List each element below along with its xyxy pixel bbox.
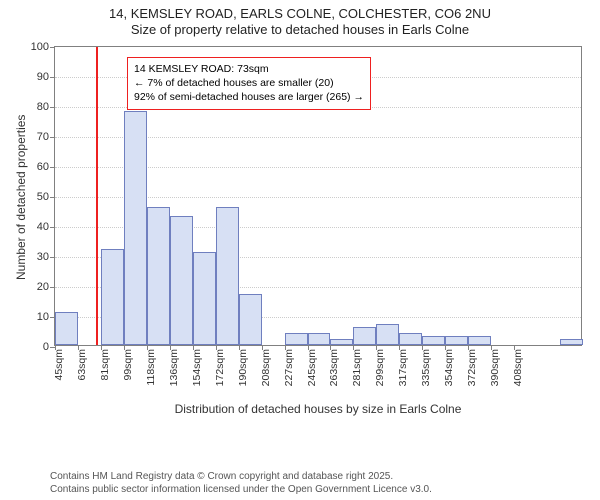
xtick-label: 354sqm: [443, 349, 455, 386]
ytick-label: 60: [37, 161, 55, 173]
xtick-label: 227sqm: [283, 349, 295, 386]
chart-container: 010203040506070809010045sqm63sqm81sqm99s…: [0, 42, 600, 440]
x-axis-label: Distribution of detached houses by size …: [175, 402, 462, 416]
xtick-label: 190sqm: [237, 349, 249, 386]
histogram-bar: [376, 324, 399, 345]
plot-area: 010203040506070809010045sqm63sqm81sqm99s…: [54, 46, 582, 346]
histogram-bar: [468, 336, 491, 345]
ytick-label: 20: [37, 281, 55, 293]
ytick-label: 10: [37, 311, 55, 323]
histogram-bar: [560, 339, 583, 345]
reference-line: [96, 47, 98, 345]
ytick-label: 100: [31, 41, 55, 53]
footer-line1: Contains HM Land Registry data © Crown c…: [50, 470, 432, 483]
ytick-label: 30: [37, 251, 55, 263]
xtick-label: 299sqm: [374, 349, 386, 386]
histogram-bar: [445, 336, 468, 345]
histogram-bar: [308, 333, 331, 345]
histogram-bar: [124, 111, 147, 345]
annotation-box: 14 KEMSLEY ROAD: 73sqm← 7% of detached h…: [127, 57, 371, 110]
footer-attribution: Contains HM Land Registry data © Crown c…: [50, 470, 432, 496]
annotation-line: 92% of semi-detached houses are larger (…: [134, 90, 364, 104]
xtick-label: 63sqm: [76, 349, 88, 381]
xtick-label: 372sqm: [466, 349, 478, 386]
xtick-label: 408sqm: [512, 349, 524, 386]
xtick-label: 99sqm: [122, 349, 134, 381]
ytick-label: 40: [37, 221, 55, 233]
histogram-bar: [353, 327, 376, 345]
histogram-bar: [330, 339, 353, 345]
histogram-bar: [170, 216, 193, 345]
histogram-bar: [399, 333, 422, 345]
histogram-bar: [285, 333, 308, 345]
title-line2: Size of property relative to detached ho…: [0, 22, 600, 38]
xtick-label: 317sqm: [397, 349, 409, 386]
histogram-bar: [193, 252, 216, 345]
xtick-label: 81sqm: [99, 349, 111, 381]
histogram-bar: [216, 207, 239, 345]
histogram-bar: [55, 312, 78, 345]
ytick-label: 50: [37, 191, 55, 203]
xtick-label: 154sqm: [191, 349, 203, 386]
xtick-label: 118sqm: [145, 349, 157, 386]
xtick-label: 136sqm: [168, 349, 180, 386]
histogram-bar: [147, 207, 170, 345]
ytick-label: 80: [37, 101, 55, 113]
title-line1: 14, KEMSLEY ROAD, EARLS COLNE, COLCHESTE…: [0, 6, 600, 22]
chart-header: 14, KEMSLEY ROAD, EARLS COLNE, COLCHESTE…: [0, 0, 600, 39]
annotation-line: 14 KEMSLEY ROAD: 73sqm: [134, 62, 364, 76]
xtick-label: 245sqm: [306, 349, 318, 386]
xtick-label: 172sqm: [214, 349, 226, 386]
histogram-bar: [239, 294, 262, 345]
xtick-label: 263sqm: [328, 349, 340, 386]
histogram-bar: [101, 249, 124, 345]
annotation-line: ← 7% of detached houses are smaller (20): [134, 76, 364, 90]
xtick-label: 281sqm: [351, 349, 363, 386]
y-axis-label: Number of detached properties: [14, 115, 28, 280]
ytick-label: 70: [37, 131, 55, 143]
xtick-label: 45sqm: [53, 349, 65, 381]
histogram-bar: [422, 336, 445, 345]
xtick-label: 208sqm: [260, 349, 272, 386]
xtick-label: 390sqm: [489, 349, 501, 386]
ytick-label: 90: [37, 71, 55, 83]
xtick-label: 335sqm: [420, 349, 432, 386]
footer-line2: Contains public sector information licen…: [50, 483, 432, 496]
